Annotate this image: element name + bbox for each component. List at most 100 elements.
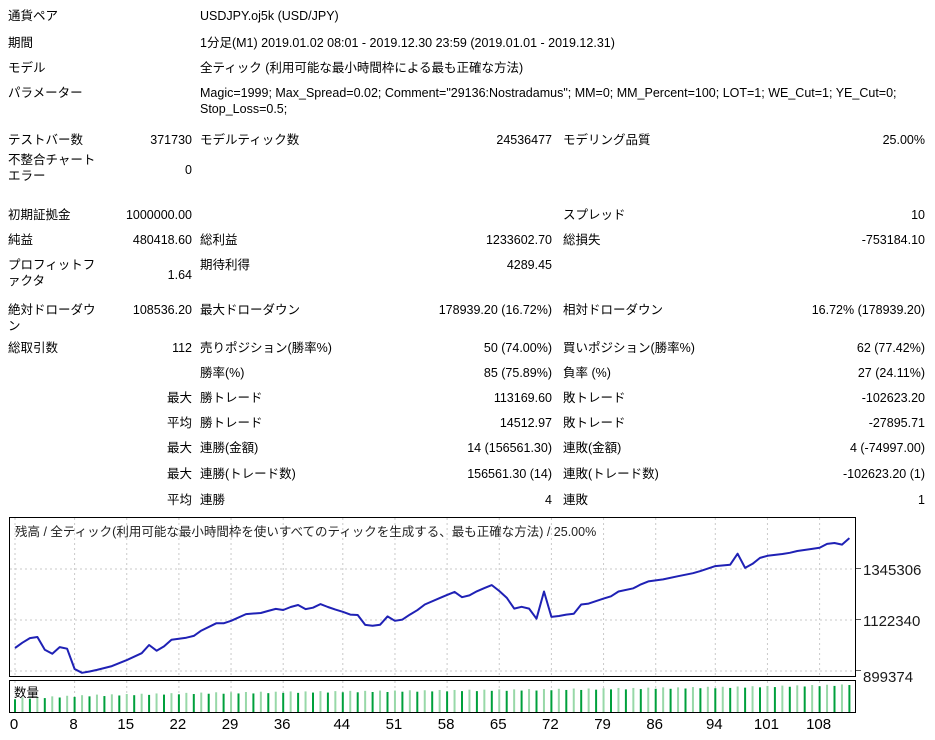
stat-value: -102623.20 (1) (842, 467, 925, 481)
stat-value: 1.64 (167, 268, 192, 282)
stat-value: 108536.20 (132, 303, 192, 317)
x-axis-label: 44 (333, 716, 351, 733)
x-axis-label: 36 (273, 716, 291, 733)
stats-row: プロフィットファクタ 1.64 期待利得 4289.45 (0, 257, 935, 293)
stat-value: 27 (24.11%) (857, 366, 925, 380)
stats-row: 初期証拠金 1000000.00 スプレッド 10 (0, 207, 935, 225)
stats-row: 平均 勝トレード 14512.97 敗トレード -27895.71 (0, 415, 935, 433)
stat-label: 連敗(トレード数) (563, 467, 659, 481)
balance-chart: 残高 / 全ティック(利用可能な最小時間枠を使いすべてのティックを生成する、最も… (9, 517, 856, 677)
stats-row: 最大 連勝(金額) 14 (156561.30) 連敗(金額) 4 (-74997.00… (0, 440, 935, 458)
header-label: モデル (8, 61, 46, 75)
stat-label: 敗トレード (563, 416, 626, 430)
stats-row: 平均 連勝 4 連敗 1 (0, 492, 935, 510)
header-label: 期間 (8, 36, 34, 50)
stat-label: 勝トレード (200, 391, 263, 405)
x-axis-label: 94 (705, 716, 723, 733)
stat-value: 178939.20 (16.72%) (438, 303, 552, 317)
stat-value: 平均 (166, 493, 192, 507)
stats-row: 絶対ドローダウン 108536.20 最大ドローダウン 178939.20 (16.7… (0, 302, 935, 333)
stat-value: -102623.20 (861, 391, 925, 405)
header-value: USDJPY.oj5k (USD/JPY) (200, 9, 339, 23)
stat-value: 10 (911, 208, 925, 222)
stat-value: 4289.45 (506, 258, 552, 272)
stat-label: 敗トレード (563, 391, 626, 405)
stat-label: 最大ドローダウン (200, 303, 301, 317)
stat-value: 1 (918, 493, 925, 507)
stat-label: 負率 (%) (563, 366, 611, 380)
balance-chart-canvas (10, 518, 855, 676)
y-axis-label: 1122340 (863, 613, 921, 630)
stat-value: 1000000.00 (125, 208, 192, 222)
header-label: パラメーター (8, 86, 83, 100)
stat-value: 371730 (150, 133, 192, 147)
x-axis-label: 65 (489, 716, 507, 733)
stat-label: 初期証拠金 (8, 208, 71, 222)
stat-label: 連敗 (563, 493, 589, 507)
stat-value: 最大 (166, 467, 192, 481)
stat-label: テストバー数 (8, 133, 84, 147)
y-axis-tick (856, 670, 861, 671)
y-axis-tick (856, 619, 861, 620)
stat-value: 25.00% (882, 133, 925, 147)
stat-value: 112 (172, 341, 192, 355)
stat-value: 最大 (166, 441, 192, 455)
stat-value: 14512.97 (499, 416, 552, 430)
stat-label: 総利益 (200, 233, 238, 247)
stats-row: 不整合チャートエラー 0 (0, 152, 935, 188)
stat-value: -27895.71 (868, 416, 925, 430)
stats-row: 勝率(%) 85 (75.89%) 負率 (%) 27 (24.11%) (0, 365, 935, 383)
stat-value: 85 (75.89%) (483, 366, 552, 380)
stat-value: 480418.60 (132, 233, 192, 247)
x-axis-label: 58 (437, 716, 455, 733)
stat-value: 0 (185, 163, 192, 177)
y-axis-label: 1345306 (863, 562, 922, 579)
stat-value: 24536477 (496, 133, 552, 147)
stat-label: 連勝(金額) (200, 441, 259, 455)
stat-value: 最大 (166, 391, 192, 405)
x-axis-label: 86 (646, 716, 664, 733)
stat-label: 買いポジション(勝率%) (563, 341, 695, 355)
stat-value: 113169.60 (493, 391, 552, 405)
header-label: 通貨ペア (8, 9, 59, 23)
stat-label: 勝トレード (200, 416, 263, 430)
x-axis-label: 101 (753, 716, 779, 733)
x-axis-label: 8 (69, 716, 78, 733)
chart-title: 残高 / 全ティック(利用可能な最小時間枠を使いすべてのティックを生成する、最も… (15, 525, 597, 539)
x-axis-label: 29 (221, 716, 239, 733)
stat-value: 平均 (166, 416, 192, 430)
stat-value: 1233602.70 (485, 233, 552, 247)
header-value: Magic=1999; Max_Spread=0.02; Comment="29… (200, 86, 897, 116)
stats-row: テストバー数 371730 モデルティック数 24536477 モデリング品質 25.00… (0, 132, 935, 150)
stats-row: 最大 連勝(トレード数) 156561.30 (14) 連敗(トレード数) -10262… (0, 466, 935, 484)
stat-value: 16.72% (178939.20) (811, 303, 925, 317)
stat-value: 50 (74.00%) (483, 341, 552, 355)
stat-label: 連勝(トレード数) (200, 467, 296, 481)
x-axis-label: 72 (542, 716, 559, 733)
stat-label: モデルティック数 (200, 133, 300, 147)
stat-label: 純益 (8, 233, 34, 247)
volume-pane: 数量 (9, 680, 856, 713)
stat-label: 連敗(金額) (563, 441, 622, 455)
stat-label: プロフィットファクタ (8, 258, 96, 288)
stat-label: 絶対ドローダウン (8, 303, 96, 333)
x-axis-label: 15 (117, 716, 135, 733)
volume-label: 数量 (14, 686, 40, 700)
stat-label: 総取引数 (8, 341, 59, 355)
volume-canvas (14, 681, 851, 712)
stat-value: -753184.10 (861, 233, 925, 247)
x-axis-label: 108 (806, 716, 832, 733)
stat-label: 不整合チャートエラー (8, 153, 96, 183)
stat-value: 4 (545, 493, 552, 507)
stats-row: 最大 勝トレード 113169.60 敗トレード -102623.20 (0, 390, 935, 408)
stat-label: 連勝 (200, 493, 226, 507)
x-axis-label: 79 (594, 716, 611, 733)
header-value: 全ティック (利用可能な最小時間枠による最も正確な方法) (200, 61, 524, 75)
stat-label: 総損失 (563, 233, 601, 247)
stat-label: 売りポジション(勝率%) (200, 341, 332, 355)
x-axis-label: 51 (385, 716, 403, 733)
stat-label: 勝率(%) (200, 366, 245, 380)
y-axis-tick (856, 568, 861, 569)
y-axis-label: 899374 (863, 669, 914, 686)
stat-label: スプレッド (563, 208, 626, 222)
